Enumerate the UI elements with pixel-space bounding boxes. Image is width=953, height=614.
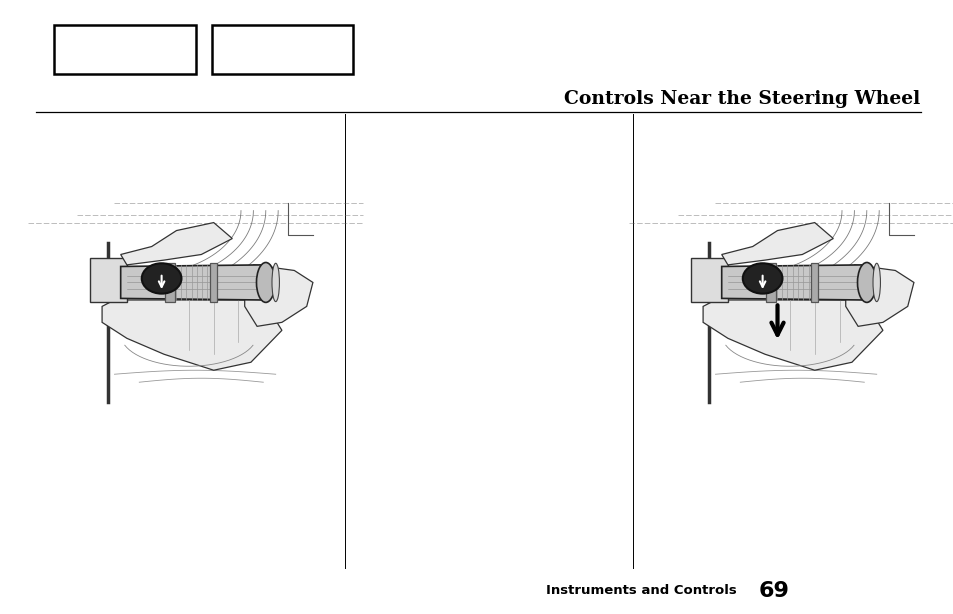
FancyBboxPatch shape: [90, 258, 127, 302]
Text: Instruments and Controls: Instruments and Controls: [545, 584, 736, 597]
Polygon shape: [720, 222, 832, 265]
Polygon shape: [702, 300, 882, 370]
Polygon shape: [102, 300, 281, 370]
Polygon shape: [244, 265, 313, 327]
FancyBboxPatch shape: [165, 263, 175, 301]
FancyBboxPatch shape: [54, 25, 195, 74]
FancyBboxPatch shape: [690, 258, 727, 302]
FancyBboxPatch shape: [765, 263, 776, 301]
Ellipse shape: [872, 263, 880, 301]
Ellipse shape: [742, 263, 781, 293]
Polygon shape: [120, 265, 263, 300]
Polygon shape: [120, 222, 233, 265]
Ellipse shape: [857, 263, 875, 302]
FancyBboxPatch shape: [212, 25, 353, 74]
Ellipse shape: [256, 263, 274, 302]
FancyBboxPatch shape: [810, 263, 818, 301]
Text: 69: 69: [758, 581, 788, 600]
FancyBboxPatch shape: [210, 263, 217, 301]
Polygon shape: [720, 265, 863, 300]
Text: Controls Near the Steering Wheel: Controls Near the Steering Wheel: [564, 90, 920, 109]
Ellipse shape: [142, 263, 181, 293]
Polygon shape: [844, 265, 913, 327]
Ellipse shape: [272, 263, 279, 301]
